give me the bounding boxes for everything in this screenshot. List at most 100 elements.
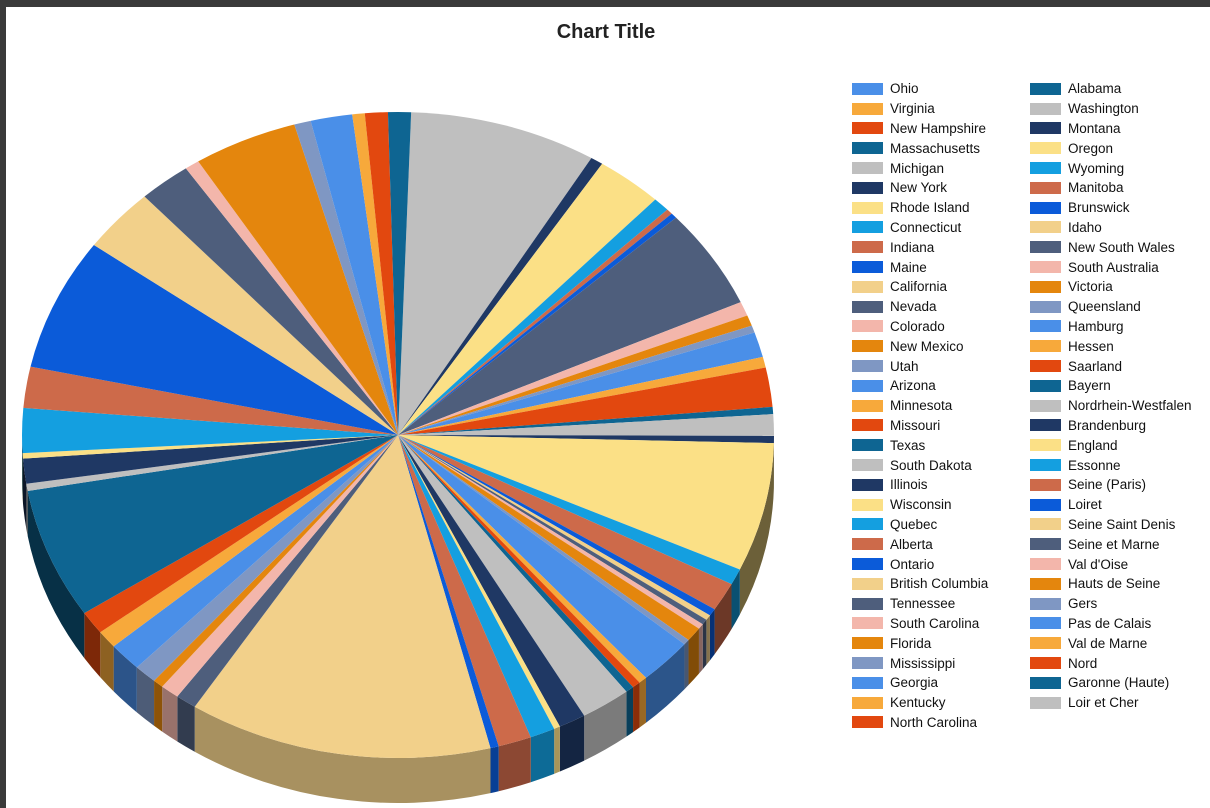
legend-label: Massachusetts [890, 140, 981, 156]
pie-slice-side [22, 435, 23, 499]
pie-slice [22, 435, 399, 459]
legend-label: Saarland [1068, 358, 1123, 374]
pie-slice [352, 113, 398, 435]
pie-slice [398, 325, 755, 435]
legend-label: Washington [1068, 101, 1139, 117]
pie-slice [398, 435, 740, 585]
chart-title-wrap: Chart Title [406, 21, 806, 44]
legend-item: Kentucky [852, 693, 1030, 713]
pie-slice [198, 124, 398, 435]
legend-swatch [1030, 142, 1061, 155]
legend-swatch [852, 419, 883, 432]
legend-item: Michigan [852, 158, 1030, 178]
legend-item: Missouri [852, 416, 1030, 436]
pie-slice [27, 435, 399, 614]
pie-slice [100, 435, 398, 647]
legend-swatch [852, 558, 883, 571]
legend-swatch [852, 241, 883, 254]
legend-label: Oregon [1068, 140, 1114, 156]
legend-label: Utah [890, 358, 919, 374]
legend-item: North Carolina [852, 713, 1030, 733]
legend-item: Pas de Calais [1030, 614, 1210, 634]
pie-slice [398, 414, 774, 436]
pie-slice-side [584, 691, 627, 761]
legend-item: Garonne (Haute) [1030, 673, 1210, 693]
pie-slice-side [498, 737, 531, 792]
legend-swatch [1030, 419, 1061, 432]
legend-label: Queensland [1068, 299, 1141, 315]
pie-slice-side [639, 677, 646, 728]
pie-slice [398, 199, 668, 435]
legend-item: Georgia [852, 673, 1030, 693]
legend-swatch [1030, 696, 1061, 709]
legend-item: Nordrhein-Westfalen [1030, 396, 1210, 416]
legend-swatch [1030, 459, 1061, 472]
legend-swatch [852, 617, 883, 630]
legend-swatch [1030, 320, 1061, 333]
pie-slice [398, 435, 774, 570]
chart-legend: Ohio Virginia New Hampshire Massachusetts Mi… [852, 79, 1210, 732]
legend-label: Idaho [1068, 219, 1102, 235]
legend-label: Nevada [890, 299, 937, 315]
legend-item: Utah [852, 356, 1030, 376]
legend-label: Wyoming [1068, 160, 1125, 176]
pie-slice-side [84, 613, 101, 678]
legend-item: Queensland [1030, 297, 1210, 317]
legend-item: Wyoming [1030, 158, 1210, 178]
legend-label: Hamburg [1068, 318, 1124, 334]
pie-side-walls [22, 435, 774, 803]
legend-label: Val d'Oise [1068, 556, 1129, 572]
legend-swatch [1030, 241, 1061, 254]
legend-label: Tennessee [890, 596, 956, 612]
legend-item: Hamburg [1030, 317, 1210, 337]
pie-slice-side [626, 687, 634, 737]
legend-swatch [852, 696, 883, 709]
pie-slice [26, 435, 399, 491]
pie-slice-side [706, 615, 710, 665]
legend-item: Bayern [1030, 376, 1210, 396]
pie-slice-side [645, 644, 685, 723]
legend-swatch [852, 221, 883, 234]
pie-slice [398, 209, 672, 435]
legend-item: Texas [852, 435, 1030, 455]
legend-label: Garonne (Haute) [1068, 675, 1170, 691]
legend-item: Alabama [1030, 79, 1210, 99]
pie-slice [398, 435, 699, 641]
pie-slice-side [177, 696, 195, 752]
pie-slices [21, 112, 774, 758]
legend-swatch [1030, 261, 1061, 274]
legend-label: Nord [1068, 655, 1098, 671]
pie-slice [398, 112, 592, 435]
pie-slice-side [731, 569, 740, 630]
legend-item: Florida [852, 633, 1030, 653]
legend-swatch [852, 82, 883, 95]
pie-slice-side [688, 628, 699, 686]
legend-swatch [1030, 577, 1061, 590]
legend-label: Michigan [890, 160, 945, 176]
legend-item: Montana [1030, 119, 1210, 139]
pie-slice-side [530, 728, 555, 783]
legend-label: Seine Saint Denis [1068, 516, 1176, 532]
legend-swatch [1030, 597, 1061, 610]
pie-slice-side [684, 640, 689, 690]
pie-slice [310, 114, 398, 436]
legend-item: Massachusetts [852, 138, 1030, 158]
legend-item: New South Wales [1030, 237, 1210, 257]
legend-item: Rhode Island [852, 198, 1030, 218]
legend-item: New York [852, 178, 1030, 198]
pie-slice [185, 161, 398, 435]
pie-slice-side [194, 706, 491, 803]
pie-slice [398, 435, 710, 620]
pie-slice [144, 168, 398, 436]
legend-label: Mississippi [890, 655, 956, 671]
pie-slice [398, 435, 703, 629]
legend-item: Essonne [1030, 455, 1210, 475]
legend-swatch [852, 280, 883, 293]
pie-slice [398, 356, 766, 435]
legend-item: Val d'Oise [1030, 554, 1210, 574]
legend-item: Nord [1030, 653, 1210, 673]
legend-label: Bayern [1068, 378, 1111, 394]
legend-item: New Hampshire [852, 119, 1030, 139]
legend-swatch [1030, 340, 1061, 353]
legend-swatch [1030, 518, 1061, 531]
